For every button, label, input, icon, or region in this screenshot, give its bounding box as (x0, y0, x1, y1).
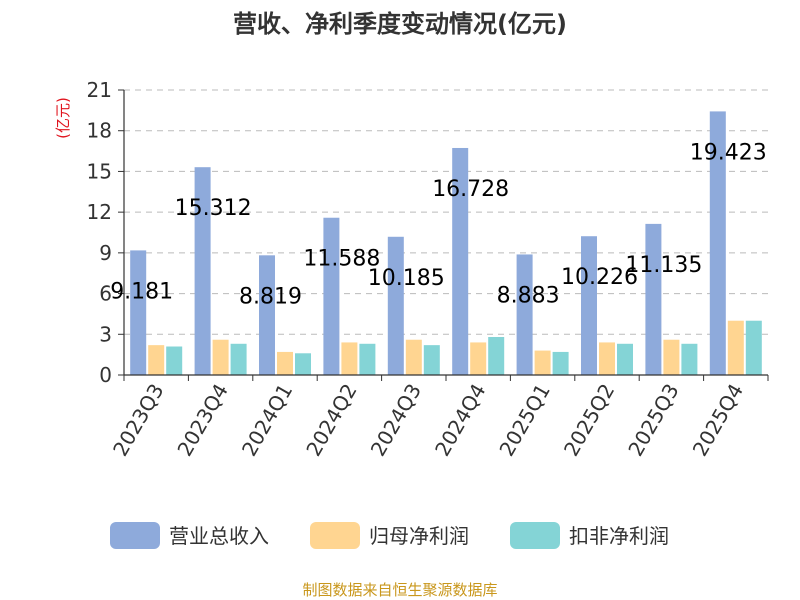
data-label: 11.135 (625, 253, 702, 278)
bar (423, 345, 440, 375)
y-tick-label: 3 (99, 322, 112, 346)
legend-label: 营业总收入 (169, 524, 269, 548)
legend-label: 扣非净利润 (569, 524, 669, 548)
bar (166, 346, 183, 375)
bar (727, 320, 744, 375)
legend-item: 扣非净利润 (510, 522, 669, 549)
x-tick-label: 2025Q3 (623, 380, 683, 461)
bar (323, 217, 340, 375)
y-tick-label: 0 (99, 363, 112, 387)
bar (230, 343, 247, 375)
y-tick-label: 15 (87, 159, 112, 183)
bar (645, 223, 662, 375)
bar (745, 320, 762, 375)
x-tick-label: 2025Q1 (494, 380, 554, 461)
legend-swatch (110, 522, 160, 549)
bar (130, 250, 147, 375)
x-tick-label: 2024Q3 (366, 380, 426, 461)
bar (552, 351, 569, 375)
data-label: 10.185 (368, 266, 445, 291)
data-labels: 9.18115.3128.81911.58810.18516.7288.8831… (110, 140, 767, 309)
bar (259, 255, 275, 375)
legend-item: 归母净利润 (310, 522, 469, 549)
x-tick-label: 2025Q4 (688, 380, 748, 461)
data-label: 11.588 (303, 247, 380, 272)
data-label: 16.728 (432, 177, 509, 202)
bar (194, 167, 211, 375)
bar (295, 353, 311, 375)
gridlines (124, 89, 768, 335)
legend-label: 归母净利润 (369, 524, 469, 548)
data-label: 8.883 (497, 283, 560, 308)
x-tick-label: 2024Q2 (301, 380, 361, 461)
x-tick-label: 2024Q4 (430, 380, 490, 461)
y-tick-label: 9 (99, 241, 112, 265)
chart-title: 营收、净利季度变动情况(亿元) (233, 10, 567, 38)
bar (470, 342, 487, 375)
y-tick-label: 6 (99, 282, 112, 306)
legend-swatch (310, 522, 360, 549)
legend-item: 营业总收入 (110, 522, 269, 549)
bar (534, 350, 551, 375)
bar (709, 111, 726, 375)
bar (405, 339, 422, 375)
bar (617, 343, 633, 375)
bar (599, 342, 615, 375)
bar (516, 254, 533, 375)
data-label: 8.819 (239, 284, 302, 309)
bar (148, 345, 165, 375)
y-tick-label: 18 (87, 119, 112, 143)
bar (663, 339, 680, 375)
bar (277, 351, 293, 375)
legend-swatch (510, 522, 560, 549)
bar (581, 236, 597, 375)
data-label: 19.423 (690, 140, 767, 165)
data-label: 15.312 (175, 196, 252, 221)
bar (387, 236, 404, 375)
y-tick-label: 12 (87, 200, 112, 224)
source-note: 制图数据来自恒生聚源数据库 (302, 581, 497, 599)
x-tick-label: 2023Q3 (108, 380, 168, 461)
bars (130, 111, 762, 375)
legend: 营业总收入 归母净利润 扣非净利润 (110, 522, 669, 549)
data-label: 10.226 (561, 265, 638, 290)
bar (452, 147, 469, 375)
bar (488, 337, 505, 375)
bar (212, 339, 229, 375)
bar (681, 343, 698, 375)
bar (341, 342, 358, 375)
x-tick-label: 2023Q4 (172, 380, 232, 461)
y-tick-label: 21 (87, 78, 112, 102)
bar (359, 343, 376, 375)
data-label: 9.181 (110, 279, 173, 304)
y-axis-unit-label: (亿元) (54, 97, 72, 139)
x-tick-label: 2025Q2 (559, 380, 619, 461)
x-tick-label: 2024Q1 (237, 380, 297, 461)
